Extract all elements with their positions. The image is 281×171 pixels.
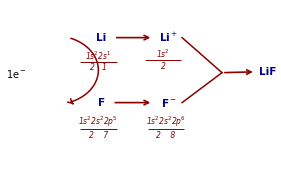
Text: 1s$^2$2s$^2$2p$^6$: 1s$^2$2s$^2$2p$^6$ [146, 115, 186, 129]
Text: 2    8: 2 8 [156, 131, 175, 140]
Text: 1s$^2$: 1s$^2$ [156, 47, 170, 60]
Text: 1s$^2$2s$^2$2p$^5$: 1s$^2$2s$^2$2p$^5$ [78, 115, 118, 129]
Text: F$^-$: F$^-$ [161, 97, 176, 109]
Text: LiF: LiF [259, 67, 276, 77]
Text: F: F [98, 98, 105, 108]
Text: 2   1: 2 1 [90, 63, 107, 72]
Text: 1s$^2$2s$^1$: 1s$^2$2s$^1$ [85, 49, 112, 62]
Text: 2    7: 2 7 [89, 131, 108, 140]
Text: 1e$^-$: 1e$^-$ [6, 68, 26, 80]
Text: 2: 2 [160, 62, 166, 71]
Text: Li: Li [96, 33, 106, 43]
Text: Li$^+$: Li$^+$ [159, 31, 178, 44]
